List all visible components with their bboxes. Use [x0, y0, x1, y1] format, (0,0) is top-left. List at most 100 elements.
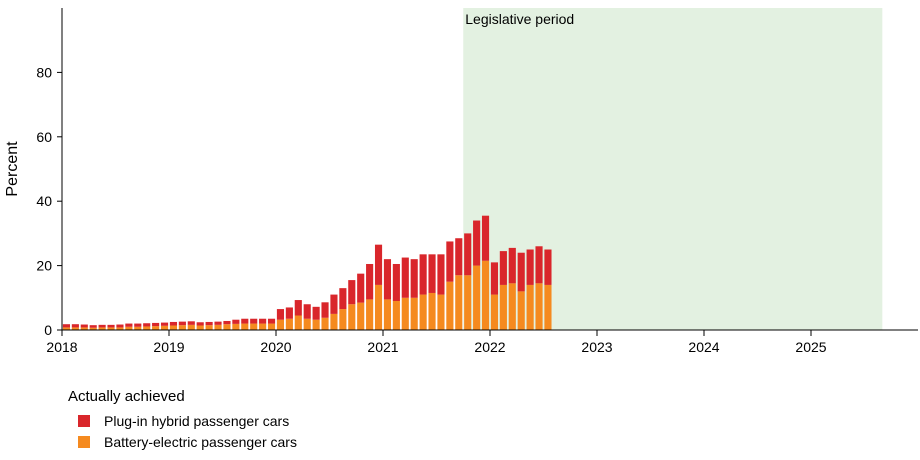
bar-phev: [401, 257, 409, 298]
bar-bev: [464, 275, 472, 330]
bar-bev: [285, 318, 293, 330]
bar-phev: [250, 318, 258, 324]
bar-phev: [294, 300, 302, 316]
bar-phev: [187, 321, 195, 325]
bar-bev: [321, 317, 329, 330]
bar-phev: [276, 309, 285, 320]
bar-bev: [241, 323, 249, 330]
bar-bev: [392, 301, 400, 330]
bar-phev: [392, 263, 400, 302]
bar-phev: [232, 319, 240, 324]
bar-phev: [196, 322, 204, 326]
bar-bev: [366, 299, 374, 330]
bar-phev: [98, 324, 106, 328]
bar-bev: [348, 304, 356, 330]
y-tick-label: 80: [36, 64, 52, 80]
bar-bev: [330, 313, 338, 330]
bar-bev: [169, 325, 178, 330]
bar-phev: [62, 324, 71, 328]
bar-bev: [428, 292, 436, 330]
bar-phev: [303, 304, 311, 319]
x-tick-label: 2022: [474, 339, 505, 355]
legend-item-phev: Plug-in hybrid passenger cars: [78, 413, 297, 429]
bar-bev: [526, 284, 534, 330]
bar-bev: [267, 323, 276, 330]
bar-phev: [508, 247, 516, 284]
legend-swatch-bev: [78, 436, 90, 448]
bar-phev: [473, 220, 481, 266]
bar-phev: [455, 238, 463, 276]
bar-phev: [499, 251, 507, 285]
bar-bev: [312, 319, 320, 330]
bar-phev: [410, 259, 418, 298]
bar-bev: [535, 283, 543, 330]
bar-bev: [152, 326, 160, 330]
bar-bev: [508, 283, 516, 330]
bar-bev: [107, 327, 115, 330]
bar-bev: [419, 294, 427, 330]
bar-bev: [455, 275, 463, 330]
bar-phev: [143, 323, 151, 327]
bar-phev: [517, 252, 525, 292]
legislative-period-label: Legislative period: [465, 11, 574, 27]
bar-bev: [196, 325, 204, 330]
bar-bev: [544, 284, 552, 330]
y-tick-label: 40: [36, 193, 52, 209]
bar-phev: [259, 318, 267, 324]
x-tick-label: 2020: [260, 339, 291, 355]
y-ticks: 0 20 40 60 80: [36, 64, 62, 338]
bar-phev: [437, 254, 445, 295]
bar-bev: [62, 327, 71, 330]
bar-bev: [294, 315, 302, 330]
bar-phev: [160, 322, 169, 326]
bar-phev: [339, 288, 347, 310]
bar-phev: [464, 233, 472, 276]
bar-bev: [259, 323, 267, 330]
y-tick-label: 20: [36, 258, 52, 274]
bar-bev: [116, 327, 124, 330]
bar-bev: [339, 309, 347, 330]
y-axis-title: Percent: [4, 141, 21, 197]
bar-bev: [178, 325, 186, 330]
bar-phev: [214, 321, 222, 325]
y-tick-label: 60: [36, 129, 52, 145]
bar-bev: [205, 325, 213, 330]
bar-bev: [499, 284, 507, 330]
bar-phev: [526, 249, 534, 285]
x-ticks: 2018 2019 2020 2021 2022 2023 2024 2025: [46, 330, 827, 355]
bar-bev: [303, 318, 311, 330]
bar-phev: [428, 254, 436, 293]
bar-phev: [223, 320, 231, 325]
bar-bev: [125, 326, 133, 330]
bar-phev: [366, 263, 374, 300]
bar-bev: [187, 324, 195, 330]
bar-bev: [437, 294, 445, 330]
bar-phev: [125, 323, 133, 327]
bar-phev: [267, 318, 276, 324]
bar-phev: [241, 318, 249, 324]
bar-bev: [223, 324, 231, 330]
bar-phev: [348, 280, 356, 305]
bar-phev: [178, 321, 186, 326]
legend-swatch-phev: [78, 415, 90, 427]
bar-phev: [419, 254, 427, 295]
bar-bev: [214, 324, 222, 330]
bar-bev: [71, 327, 79, 330]
bar-phev: [374, 244, 383, 285]
bars-group: [62, 215, 552, 330]
bar-bev: [517, 291, 525, 330]
bar-bev: [276, 319, 285, 330]
bar-bev: [80, 327, 88, 330]
legend-label-bev: Battery-electric passenger cars: [104, 434, 297, 450]
legend: Actually achieved Plug-in hybrid passeng…: [68, 388, 297, 455]
bar-phev: [116, 324, 124, 328]
x-tick-label: 2019: [153, 339, 184, 355]
legend-title: Actually achieved: [68, 388, 185, 405]
bar-bev: [410, 297, 418, 330]
bar-phev: [169, 321, 178, 326]
bar-phev: [285, 307, 293, 319]
y-tick-label: 0: [44, 322, 52, 338]
bar-phev: [383, 259, 392, 300]
bar-bev: [446, 281, 454, 330]
x-tick-label: 2018: [46, 339, 77, 355]
